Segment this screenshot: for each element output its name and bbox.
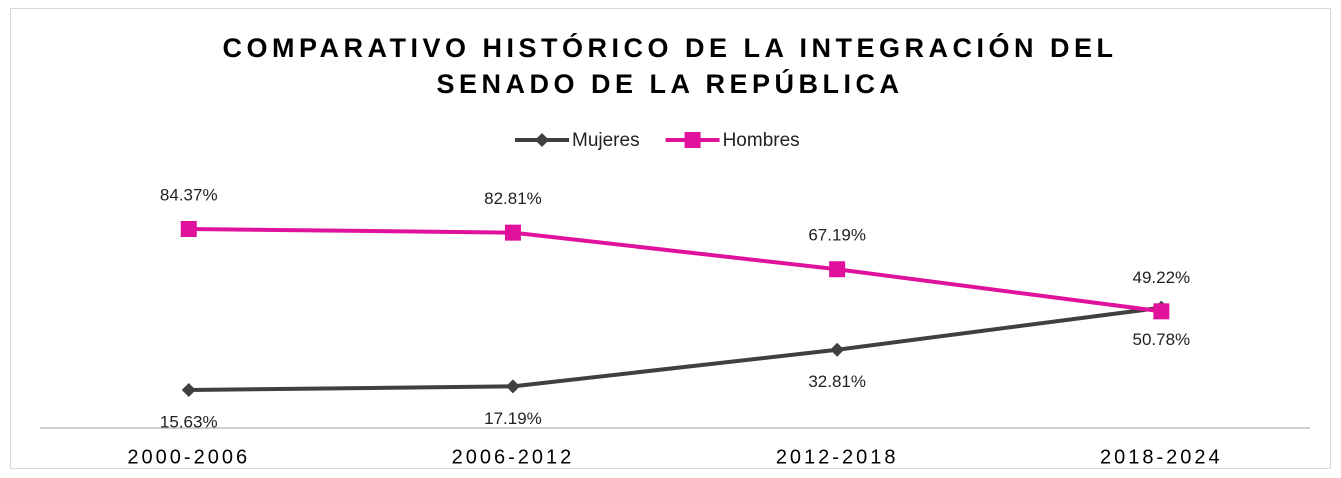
- data-label: 49.22%: [1133, 268, 1191, 287]
- series-line: [188, 305, 1162, 392]
- x-tick-label: 2000-2006: [127, 446, 250, 468]
- marker: [829, 261, 846, 278]
- legend-label: Mujeres: [572, 130, 640, 151]
- x-tick-label: 2012-2018: [776, 446, 899, 468]
- x-tick-label: 2018-2024: [1100, 446, 1223, 468]
- series-line: [188, 227, 1162, 314]
- chart-title: COMPARATIVO HISTÓRICO DE LA INTEGRACIÓN …: [222, 33, 1118, 99]
- legend-label: Hombres: [723, 130, 800, 151]
- data-label: 82.81%: [484, 189, 542, 208]
- marker: [535, 133, 549, 147]
- marker: [1153, 303, 1170, 320]
- border: [10, 8, 1331, 469]
- marker: [830, 342, 845, 357]
- data-label: 17.19%: [484, 409, 542, 428]
- marker: [505, 379, 520, 394]
- marker: [181, 382, 196, 397]
- data-label: 50.78%: [1133, 330, 1191, 349]
- data-label: 67.19%: [808, 226, 866, 245]
- data-label: 15.63%: [160, 412, 218, 431]
- marker: [180, 221, 197, 238]
- data-label: 84.37%: [160, 185, 218, 204]
- marker: [684, 132, 701, 148]
- marker: [504, 224, 521, 241]
- x-tick-label: 2006-2012: [452, 446, 575, 468]
- data-label: 32.81%: [808, 372, 866, 391]
